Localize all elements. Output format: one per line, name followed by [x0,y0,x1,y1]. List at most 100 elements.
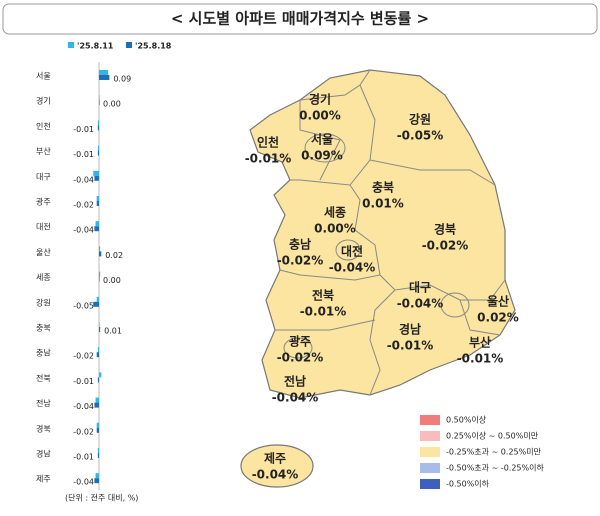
category-label: 울산 [36,247,51,257]
map-legend-label: -0.25%초과 ~ 0.25%미만 [446,448,542,457]
map-legend-swatch [420,463,440,473]
value-label: -0.04 [73,175,94,184]
bar [96,427,99,433]
value-label: -0.05 [73,301,94,310]
category-label: 경북 [36,423,51,433]
region-name: 제주 [264,452,286,466]
title-box [2,3,598,35]
map-legend-swatch [420,479,440,489]
category-label: 충북 [36,324,51,333]
category-label: 전북 [36,373,51,383]
bar [96,296,99,302]
bar [95,221,99,227]
bar [97,120,99,126]
region-value: 0.01% [362,197,404,211]
jeju [240,444,314,488]
category-label: 충남 [36,349,51,358]
map-legend-swatch [420,431,440,441]
region-value: 0.00% [314,222,356,236]
region-value: -0.04% [272,391,319,405]
bar [94,226,99,232]
region-name: 광주 [289,334,311,349]
bar [93,301,99,307]
bar [99,251,102,257]
region-value: -0.01% [300,305,347,319]
category-label: 제주 [36,475,51,484]
region-value: 0.00% [299,109,341,123]
value-label: -0.04 [73,402,94,411]
legend-swatch [126,42,132,48]
value-label: -0.01 [73,150,94,159]
region-value: -0.02% [277,254,324,268]
region-value: -0.01% [387,339,434,353]
category-label: 부산 [36,146,51,156]
bar [96,196,99,201]
bar [99,327,101,332]
bar [96,201,99,206]
region-name: 울산 [487,294,509,309]
region-name: 충남 [289,237,311,252]
region-name: 강원 [409,113,431,127]
region-name: 세종 [324,205,346,220]
region-name: 부산 [469,335,491,350]
category-label: 경기 [36,96,51,106]
value-label: -0.04 [73,478,94,487]
value-label: -0.01 [73,125,94,134]
bar [95,473,99,479]
value-label: 0.01 [104,327,122,336]
title: < 시도별 아파트 매매가격지수 변동률 > [171,10,429,28]
bar [97,145,99,151]
bar [99,276,100,282]
borders [275,69,506,396]
bar [99,246,101,252]
bar [94,402,99,408]
region-value: -0.01% [457,352,504,366]
bar [94,478,99,484]
bar [97,453,99,458]
region-name: 대구 [409,281,431,295]
legend-swatch [68,42,74,48]
value-label: -0.01 [73,453,94,462]
region-name: 대전 [341,244,363,259]
region-value: -0.05% [397,129,444,143]
bar [94,175,99,181]
region-value: -0.02% [422,239,469,253]
map-legend-label: -0.50%초과 ~ -0.25%이하 [446,463,544,473]
unit-note: (단위 : 전주 대비, %) [65,493,138,503]
region-name: 인천 [257,135,279,150]
region-name: 경기 [309,92,331,107]
bar [95,397,99,403]
bar [99,70,109,75]
region-name: 전남 [284,374,306,389]
bar [97,448,99,453]
category-label: 경남 [36,449,51,459]
region-value: -0.04% [252,468,299,482]
value-label: 0.00 [103,100,121,109]
category-label: 광주 [36,197,51,207]
region-value: -0.01% [245,152,292,166]
map-legend-swatch [420,447,440,457]
legend-label: '25.8.18 [135,42,172,51]
region-value: -0.04% [329,261,376,275]
category-label: 인천 [36,121,51,131]
bar [97,150,99,156]
bar [97,377,99,383]
bar [93,170,99,176]
category-label: 대구 [36,172,51,181]
value-label: 0.00 [103,276,121,285]
bar [99,271,101,277]
map-legend-swatch [420,415,440,425]
legend-label: '25.8.11 [77,42,114,51]
value-label: 0.02 [105,251,123,260]
value-label: -0.02 [73,427,94,436]
bar [96,422,99,428]
region-value: 0.02% [477,311,519,325]
region-name: 서울 [311,132,333,147]
bar [99,75,110,80]
map-legend-label: 0.50%이상 [446,415,487,425]
map-legend-label: 0.25%이상 ~ 0.50%미만 [446,431,539,441]
category-label: 대전 [36,222,51,232]
bar [99,100,100,106]
region-value: -0.04% [397,297,444,311]
